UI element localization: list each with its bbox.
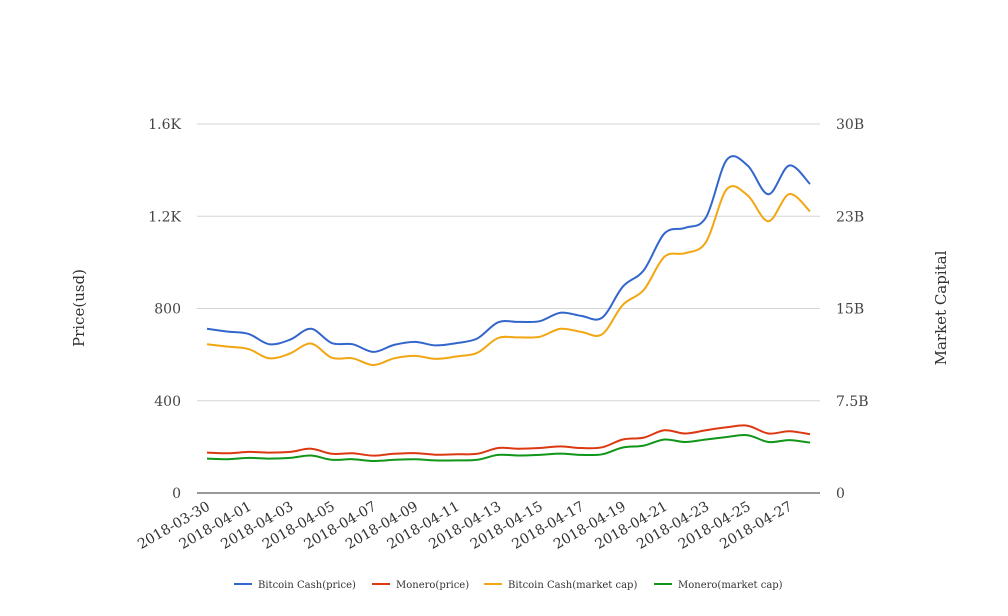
x-axis-ticks: 2018-03-302018-04-012018-04-032018-04-05… xyxy=(135,499,795,553)
legend-item: Bitcoin Cash(market cap) xyxy=(484,580,637,591)
legend-label: Monero(price) xyxy=(396,580,469,591)
right-axis-tick-label: 23B xyxy=(836,209,864,225)
legend: Bitcoin Cash(price) Monero(price) Bitcoin … xyxy=(234,580,783,591)
right-axis-tick-label: 15B xyxy=(836,302,864,318)
right-axis-ticks: 0 7.5B 15B 23B 30B xyxy=(836,117,869,502)
series-line-bitcoin-cash-market-cap xyxy=(206,185,811,367)
legend-item: Bitcoin Cash(price) xyxy=(234,580,356,591)
right-axis-tick-label: 7.5B xyxy=(836,394,869,410)
right-axis-title: Market Capital xyxy=(932,250,950,365)
series-line-monero-price xyxy=(206,424,811,457)
left-axis-tick-label: 400 xyxy=(154,394,181,410)
left-axis-tick-label: 1.2K xyxy=(148,209,181,225)
left-axis-tick-label: 800 xyxy=(154,302,181,318)
legend-label: Bitcoin Cash(price) xyxy=(258,580,356,591)
legend-label: Monero(market cap) xyxy=(678,580,783,591)
series-line-bitcoin-cash-price xyxy=(206,155,811,353)
legend-label: Bitcoin Cash(market cap) xyxy=(508,580,637,591)
series-line-monero-market-cap xyxy=(206,434,811,463)
legend-item: Monero(market cap) xyxy=(654,580,783,591)
legend-item: Monero(price) xyxy=(372,580,469,591)
left-axis-tick-label: 0 xyxy=(172,486,181,502)
left-axis-tick-label: 1.6K xyxy=(148,117,181,133)
series-lines xyxy=(206,155,811,463)
left-axis-ticks: 0 400 800 1.2K 1.6K xyxy=(148,117,181,502)
right-axis-tick-label: 0 xyxy=(836,486,845,502)
left-axis-title: Price(usd) xyxy=(70,269,88,347)
right-axis-tick-label: 30B xyxy=(836,117,864,133)
